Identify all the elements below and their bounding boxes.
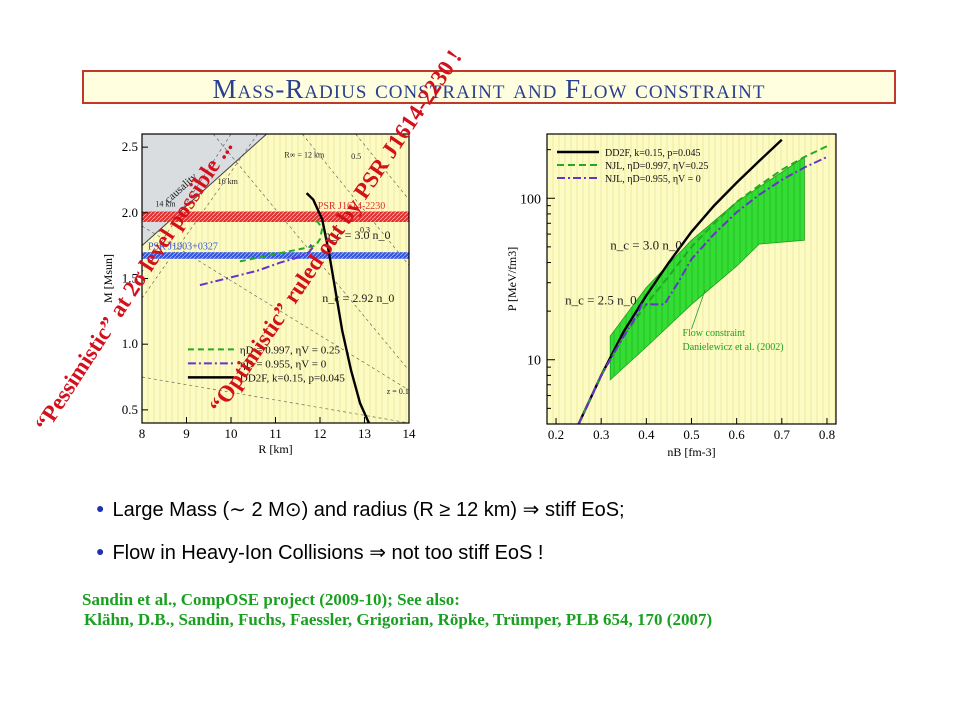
bullet-item-stiff-eos: ● Large Mass (∼ 2 M⊙) and radius (R ≥ 12 … [96,497,625,522]
guide-label-5: z = 0.1 [387,387,409,396]
x-tick-label: 0.7 [774,427,791,442]
y-axis-label: P [MeV/fm3] [505,247,519,312]
y-tick-label: 2.0 [122,205,138,220]
nc-label-violet: n_c = 2.92 n_0 [322,291,394,305]
flow-constraint-band [609,156,805,381]
guide-label-2: 14 km [155,199,176,208]
x-tick-label: 12 [314,426,327,441]
nc-label-green: n_c = 3.0 n_0 [324,228,390,242]
guide-line-6 [141,225,410,391]
series-line-0 [577,138,783,425]
nc-label-green: n_c = 3.0 n_0 [610,238,682,253]
reference-line-1: Sandin et al., CompOSE project (2009-10)… [82,590,460,609]
x-tick-label: 8 [139,426,146,441]
legend-label-2: DD2F, k=0.15, p=0.045 [240,372,346,384]
guide-label-0: R∞ = 12 km [284,151,325,160]
series-line-0 [305,192,370,424]
y-tick-label: 1.5 [122,271,138,286]
x-tick-label: 0.2 [548,427,564,442]
guide-label-4: 0.3 [360,226,370,235]
bullet-dot-icon: ● [96,500,105,516]
pressure-density-chart: n_c = 3.0 n_0 n_c = 2.5 n_0 Flow constrain… [505,133,837,459]
y-tick-label: 2.5 [122,139,138,154]
bullet-text: Flow in Heavy-Ion Collisions ⇒ not too s… [112,542,544,564]
legend-label-0: ηD = 0.997, ηV = 0.25 [240,344,341,356]
y-tick-label: 0.5 [122,402,138,417]
psr-j1903-band [142,252,409,259]
x-tick-label: 0.4 [638,427,655,442]
x-tick-label: 9 [183,426,190,441]
flow-band-pointer [691,289,706,330]
bullet-item-flow: ● Flow in Heavy-Ion Collisions ⇒ not too … [96,540,543,565]
legend-label-1: NJL, ηD=0.997, ηV=0.25 [605,161,708,172]
page-title: Mass-Radius constraint and Flow constrai… [212,74,766,104]
x-tick-label: 13 [358,426,371,441]
psr-j1614-band [142,211,409,223]
nc-label-violet: n_c = 2.5 n_0 [565,292,637,307]
y-axis-label: M [Msun] [101,254,115,303]
legend-label-2: NJL, ηD=0.955, ηV = 0 [605,174,701,185]
y-tick-label: 100 [520,192,541,207]
guide-label-1: 16 km [218,177,239,186]
x-tick-label: 0.3 [593,427,609,442]
flow-band-citation: Danielewicz et al. (2002) [682,342,783,353]
x-axis-label: R [km] [258,442,292,456]
guide-line-4 [355,133,410,200]
legend-label-1: ηD = 0.955, ηV = 0 [240,358,327,370]
guide-label-3: 0.5 [351,152,361,161]
y-tick-label: 10 [527,354,541,369]
flow-band-label: Flow constraint [682,328,745,339]
y-tick-label: 1.0 [122,336,138,351]
guide-line-3 [301,133,410,266]
x-tick-label: 0.8 [819,427,835,442]
psr-j1903-label: PSR J1903+0327 [148,242,218,253]
psr-j1614-label: PSR J1614-2230 [318,201,386,212]
x-tick-label: 0.6 [729,427,746,442]
series-line-1 [239,218,324,263]
x-tick-label: 10 [225,426,238,441]
x-axis-label: nB [fm-3] [667,445,715,459]
bullet-text: Large Mass (∼ 2 M⊙) and radius (R ≥ 12 k… [112,499,625,521]
reference-line-2: Klähn, D.B., Sandin, Fuchs, Faessler, Gr… [84,610,713,629]
series-line-2 [577,156,828,425]
legend-label-0: DD2F, k=0.15, p=0.045 [605,148,700,159]
title-box: Mass-Radius constraint and Flow constrai… [82,70,896,104]
x-tick-label: 14 [403,426,417,441]
series-line-2 [199,243,315,287]
x-tick-label: 11 [269,426,282,441]
x-tick-label: 0.5 [683,427,699,442]
bullet-dot-icon: ● [96,543,105,559]
